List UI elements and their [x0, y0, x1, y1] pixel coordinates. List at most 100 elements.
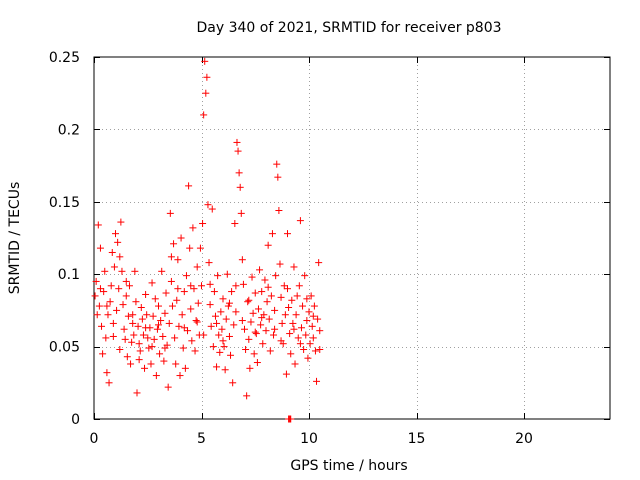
data-point [246, 364, 254, 372]
data-point [282, 370, 290, 378]
data-point [101, 267, 109, 275]
data-point [304, 354, 312, 362]
data-point [292, 311, 300, 319]
data-point [275, 206, 283, 214]
data-point [206, 280, 214, 288]
data-point [303, 317, 311, 325]
data-point [217, 308, 225, 316]
data-point [136, 347, 144, 355]
data-point [294, 334, 302, 342]
data-point [219, 295, 227, 303]
data-point [293, 292, 301, 300]
data-point [284, 285, 291, 293]
data-point [310, 302, 318, 310]
data-point [289, 319, 297, 327]
y-tick-label: 0.25 [49, 50, 80, 66]
data-point [148, 279, 156, 287]
data-point [138, 315, 146, 323]
data-point [122, 292, 130, 300]
data-point [189, 224, 197, 232]
data-point [203, 73, 211, 81]
data-point [314, 315, 322, 323]
data-point [93, 311, 101, 319]
data-point [199, 220, 207, 228]
x-tick-label: 0 [90, 431, 99, 447]
data-point [230, 321, 238, 329]
data-point [287, 350, 295, 358]
data-point [221, 366, 229, 374]
data-point [206, 301, 214, 309]
data-point [96, 244, 104, 252]
data-point [313, 377, 321, 385]
data-point [134, 322, 142, 330]
data-point [158, 267, 166, 275]
data-point [186, 244, 194, 252]
data-point [178, 311, 186, 319]
data-point [278, 319, 286, 327]
data-point [286, 330, 294, 338]
data-point [316, 345, 324, 353]
y-tick-label: 0.05 [49, 340, 80, 356]
data-point [184, 327, 192, 335]
data-point [232, 282, 240, 290]
data-point [254, 305, 262, 313]
y-tick-label: 0.2 [58, 122, 80, 138]
data-point [160, 357, 168, 365]
data-point [125, 282, 133, 290]
data-point [182, 272, 190, 280]
data-point [235, 169, 243, 177]
data-point [220, 343, 228, 351]
data-point [300, 345, 308, 353]
data-point [277, 293, 285, 301]
data-point [104, 311, 112, 319]
data-point [171, 334, 179, 342]
data-point [261, 276, 269, 284]
data-point [124, 312, 132, 320]
data-point [237, 209, 245, 217]
data-point [180, 324, 188, 332]
data-point [193, 263, 201, 271]
data-point [129, 311, 137, 319]
data-point [214, 272, 222, 280]
data-point [202, 89, 210, 97]
data-point [187, 305, 195, 313]
data-point [307, 292, 315, 300]
data-point [208, 205, 216, 213]
x-tick-label: 15 [408, 431, 426, 447]
data-point [188, 337, 196, 345]
data-point [288, 296, 296, 304]
data-point [271, 325, 279, 333]
data-point [257, 321, 265, 329]
data-point [170, 240, 178, 248]
data-point [210, 288, 218, 296]
data-points [91, 57, 324, 423]
data-point [200, 331, 208, 339]
data-point [316, 327, 324, 335]
data-point [264, 241, 272, 249]
data-point [248, 273, 256, 281]
data-point [152, 372, 160, 380]
data-point [296, 340, 304, 348]
data-point [213, 319, 221, 327]
data-point [185, 182, 193, 190]
data-point [265, 315, 273, 323]
data-point [142, 324, 150, 332]
data-point [177, 234, 185, 242]
data-point [301, 272, 309, 280]
data-point [251, 328, 259, 336]
data-point [236, 183, 244, 191]
data-point [162, 289, 170, 297]
data-point [209, 343, 217, 351]
data-point [151, 295, 159, 303]
data-point [118, 267, 126, 275]
data-point [296, 217, 304, 225]
data-point [181, 364, 189, 372]
x-tick-label: 10 [300, 431, 318, 447]
data-point [135, 356, 143, 364]
data-point [249, 309, 257, 317]
data-point [155, 321, 162, 329]
data-point [274, 173, 282, 181]
data-point [270, 331, 278, 339]
data-point [130, 331, 138, 339]
data-point [309, 312, 317, 320]
